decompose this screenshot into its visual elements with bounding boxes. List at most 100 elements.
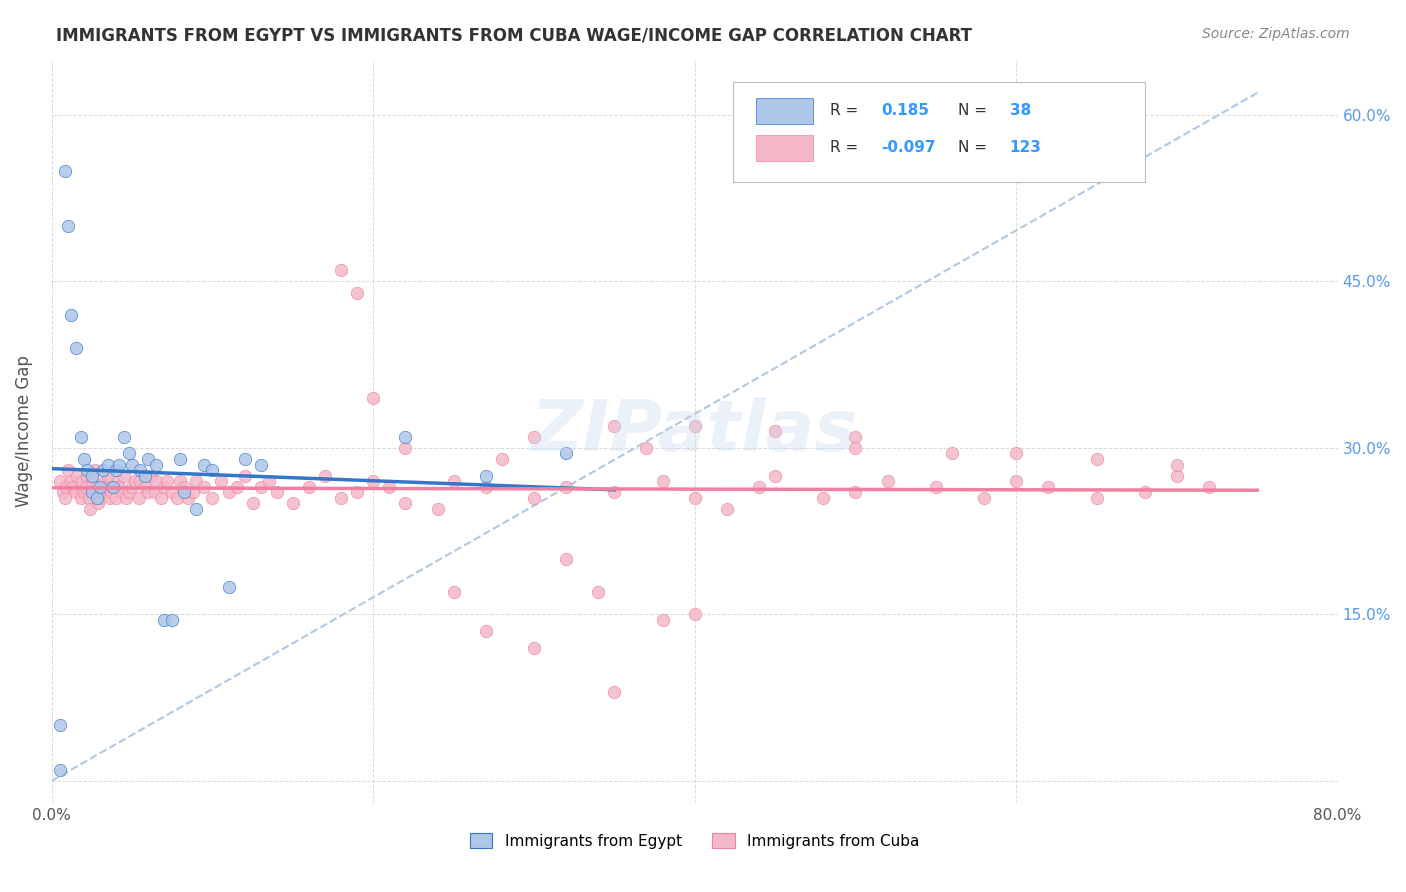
Point: [65, 485, 87, 500]
Point: [128, 491, 150, 505]
Point: [683, 491, 706, 505]
Point: [112, 468, 135, 483]
Text: ZIPatlas: ZIPatlas: [531, 397, 859, 466]
Point: [249, 458, 271, 472]
Point: [378, 480, 401, 494]
Point: [53, 163, 76, 178]
Point: [114, 491, 136, 505]
Point: [426, 502, 449, 516]
Point: [281, 496, 304, 510]
Point: [118, 446, 141, 460]
Point: [683, 607, 706, 622]
Point: [716, 502, 738, 516]
Point: [257, 474, 280, 488]
Point: [60, 308, 83, 322]
Text: R =: R =: [830, 103, 863, 118]
Text: Source: ZipAtlas.com: Source: ZipAtlas.com: [1202, 27, 1350, 41]
Point: [91, 485, 114, 500]
Point: [603, 485, 626, 500]
Point: [72, 474, 94, 488]
Point: [443, 585, 465, 599]
Point: [89, 480, 111, 494]
Point: [156, 474, 179, 488]
Point: [763, 424, 786, 438]
Point: [474, 468, 496, 483]
Text: N =: N =: [959, 140, 993, 155]
Text: N =: N =: [959, 103, 993, 118]
Point: [89, 491, 111, 505]
Point: [844, 485, 866, 500]
Point: [218, 580, 240, 594]
Point: [108, 458, 131, 472]
Text: 123: 123: [1010, 140, 1042, 155]
Point: [129, 463, 152, 477]
Point: [683, 418, 706, 433]
Point: [118, 485, 141, 500]
Text: R =: R =: [830, 140, 863, 155]
Point: [77, 491, 100, 505]
Point: [330, 491, 353, 505]
Point: [973, 491, 995, 505]
Point: [346, 285, 368, 300]
Point: [218, 485, 240, 500]
Point: [112, 430, 135, 444]
Point: [143, 485, 166, 500]
Point: [49, 763, 72, 777]
Point: [98, 491, 121, 505]
Point: [1038, 480, 1060, 494]
Point: [523, 491, 546, 505]
Point: [162, 613, 184, 627]
Point: [491, 452, 513, 467]
Point: [330, 263, 353, 277]
Point: [79, 502, 101, 516]
Legend: Immigrants from Egypt, Immigrants from Cuba: Immigrants from Egypt, Immigrants from C…: [464, 827, 927, 855]
Point: [169, 452, 191, 467]
Point: [86, 480, 108, 494]
Point: [555, 552, 578, 566]
Point: [233, 452, 256, 467]
Point: [49, 718, 72, 732]
Point: [56, 463, 79, 477]
Point: [60, 474, 83, 488]
Point: [266, 485, 288, 500]
Point: [763, 468, 786, 483]
Point: [474, 480, 496, 494]
Point: [394, 496, 416, 510]
Point: [108, 480, 131, 494]
Point: [249, 480, 271, 494]
Point: [75, 480, 97, 494]
Y-axis label: Wage/Income Gap: Wage/Income Gap: [15, 355, 32, 508]
Point: [69, 430, 91, 444]
Point: [150, 491, 173, 505]
Point: [1005, 446, 1028, 460]
Point: [94, 474, 117, 488]
Point: [96, 480, 118, 494]
Point: [186, 502, 208, 516]
Point: [134, 480, 156, 494]
Point: [100, 485, 122, 500]
Point: [129, 474, 152, 488]
Point: [97, 458, 120, 472]
Point: [136, 452, 159, 467]
Point: [1166, 468, 1188, 483]
Point: [107, 474, 129, 488]
Point: [813, 491, 835, 505]
Point: [1085, 452, 1108, 467]
Point: [136, 485, 159, 500]
Point: [209, 474, 232, 488]
Point: [65, 341, 87, 355]
Point: [1198, 480, 1220, 494]
FancyBboxPatch shape: [734, 82, 1144, 182]
Point: [66, 468, 89, 483]
Point: [91, 463, 114, 477]
Point: [52, 485, 75, 500]
Point: [145, 474, 167, 488]
Point: [153, 613, 176, 627]
Point: [523, 430, 546, 444]
Point: [69, 491, 91, 505]
Point: [651, 474, 673, 488]
Point: [186, 474, 208, 488]
Point: [56, 219, 79, 233]
Point: [314, 468, 336, 483]
Point: [844, 441, 866, 455]
